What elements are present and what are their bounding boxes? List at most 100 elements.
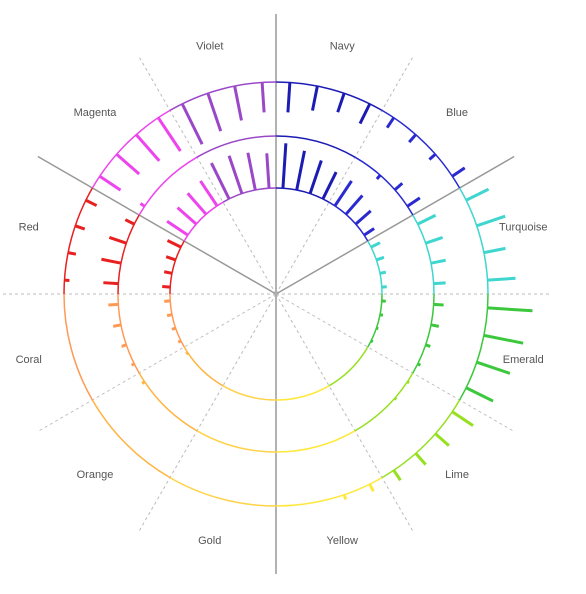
ring-arc [413, 215, 434, 294]
spike [323, 172, 336, 199]
ring-arc [368, 294, 382, 347]
guide-line [38, 294, 276, 432]
spike [452, 412, 473, 426]
spike [364, 228, 374, 235]
sector-label: Blue [446, 107, 468, 119]
spike [117, 154, 140, 174]
spike [122, 345, 127, 347]
spike [394, 470, 401, 480]
spike [172, 328, 176, 329]
ring-arc [276, 431, 355, 452]
spike [164, 272, 172, 274]
spike [434, 304, 444, 305]
spike [178, 208, 197, 224]
spike [338, 93, 344, 112]
ring-arc [197, 431, 276, 452]
spike [434, 283, 446, 284]
guide-line [139, 294, 277, 532]
spike [426, 237, 443, 243]
spike [86, 200, 97, 205]
spike [288, 82, 290, 112]
axis-line [38, 157, 276, 295]
spike [108, 304, 118, 305]
guide-line [276, 56, 414, 294]
spike [235, 86, 242, 120]
spike [452, 168, 464, 176]
spike [407, 382, 409, 383]
ring-arc [460, 188, 488, 294]
spike [101, 259, 121, 263]
spike [248, 153, 255, 190]
ring-arc [413, 294, 434, 373]
ring-arc [184, 347, 223, 386]
spike [113, 325, 121, 327]
ring-arc [139, 373, 197, 431]
sector-label: Emerald [503, 354, 544, 366]
spike [407, 198, 419, 206]
ring-arc [329, 347, 368, 386]
spike [167, 315, 172, 316]
sector-label: Turquoise [499, 222, 548, 234]
spike [380, 272, 386, 273]
ring-arc [382, 110, 460, 188]
spike [310, 160, 321, 193]
spike [418, 215, 436, 224]
ring-arc [276, 478, 382, 506]
spike [166, 257, 175, 260]
spike [484, 335, 523, 343]
spike [431, 325, 439, 327]
sector-label: Navy [330, 41, 356, 53]
spike [140, 203, 144, 206]
ring-arc [170, 82, 276, 110]
spike [371, 243, 380, 247]
sector-label: Lime [445, 469, 469, 481]
ring-arc [223, 188, 276, 202]
spike [418, 364, 421, 365]
ring-arc [276, 136, 355, 157]
spike [182, 104, 202, 144]
sector-label: Coral [16, 354, 42, 366]
ring-arc [92, 400, 170, 478]
spike [387, 118, 394, 128]
sector-label: Gold [198, 535, 221, 547]
ring-arc [382, 400, 460, 478]
spike [200, 181, 217, 206]
ring-arc [276, 82, 382, 110]
spike [229, 156, 242, 194]
spike [208, 93, 221, 131]
spike [466, 189, 488, 200]
guide-line [139, 56, 277, 294]
spike [211, 163, 229, 199]
ring-arc [460, 294, 488, 400]
spike [356, 211, 371, 224]
spike [395, 398, 397, 399]
ring-arc [170, 478, 276, 506]
spike [125, 220, 134, 224]
spike [158, 118, 180, 151]
spike [312, 86, 317, 111]
spike [409, 135, 416, 143]
spike [416, 453, 426, 464]
spike [484, 248, 506, 252]
spike [267, 153, 269, 188]
ring-arc [184, 202, 223, 241]
spike [162, 287, 170, 288]
spike [100, 176, 121, 190]
spike [136, 135, 159, 161]
spike [262, 82, 264, 112]
spike [395, 183, 403, 190]
spike [103, 283, 118, 284]
ring-arc [64, 188, 92, 294]
ring-arc [118, 294, 139, 373]
spike [431, 260, 446, 263]
spike [335, 181, 352, 206]
ring-arc [355, 373, 413, 431]
ring-arc [329, 202, 368, 241]
spike [188, 193, 206, 214]
spike [283, 143, 286, 188]
sector-label: Violet [196, 41, 223, 53]
sector-label: Orange [77, 469, 114, 481]
spike [377, 175, 380, 179]
